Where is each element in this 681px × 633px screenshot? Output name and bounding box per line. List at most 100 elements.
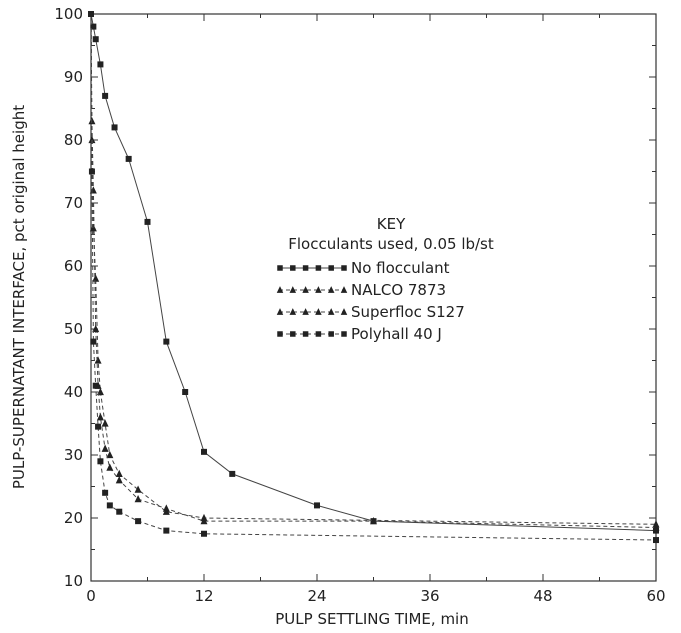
legend-marker — [340, 286, 348, 293]
data-point — [95, 423, 102, 430]
data-point — [201, 448, 207, 455]
x-tick-label: 24 — [307, 587, 326, 605]
y-tick-label: 70 — [64, 194, 83, 212]
y-tick-label: 80 — [64, 131, 83, 149]
legend-marker — [289, 286, 297, 293]
data-point — [182, 389, 189, 395]
data-point — [106, 463, 114, 471]
legend-marker — [328, 265, 334, 271]
y-tick-label: 60 — [64, 257, 83, 275]
legend-marker — [302, 308, 309, 315]
legend-marker — [277, 265, 283, 271]
data-point — [135, 518, 142, 525]
legend-marker — [277, 331, 283, 337]
legend-item-0: No flocculant — [277, 259, 450, 277]
legend-marker — [276, 286, 284, 293]
series-line — [90, 13, 657, 528]
data-point — [115, 469, 123, 478]
y-tick-label: 10 — [64, 572, 83, 590]
data-point — [200, 517, 208, 525]
x-tick-label: 48 — [533, 587, 552, 605]
series-layer — [88, 11, 660, 544]
legend-marker — [290, 265, 296, 271]
data-point — [134, 494, 142, 503]
origin-point — [88, 11, 94, 17]
data-point — [116, 508, 123, 515]
data-point — [652, 523, 660, 531]
data-point — [370, 517, 377, 525]
legend-marker — [315, 265, 322, 271]
y-tick-label: 30 — [64, 446, 83, 464]
data-point — [653, 537, 659, 544]
y-axis-label: PULP-SUPERNATANT INTERFACE, pct original… — [10, 105, 28, 489]
y-tick-label: 50 — [64, 320, 83, 338]
axes: 0 12 24 36 48 60 10 20 30 40 50 60 70 80 90 100 — [54, 5, 665, 605]
series-1 — [88, 13, 660, 528]
data-point — [102, 92, 109, 99]
data-point — [106, 450, 114, 459]
y-tick-label: 20 — [64, 509, 83, 527]
legend-marker — [290, 331, 296, 337]
data-point — [134, 485, 142, 493]
data-point — [89, 224, 97, 232]
data-point — [144, 218, 151, 225]
legend-marker — [276, 308, 284, 315]
data-point — [111, 124, 118, 131]
data-point — [101, 444, 109, 452]
data-point — [90, 338, 97, 345]
legend-marker — [315, 308, 322, 315]
legend-label: Superfloc S127 — [351, 303, 465, 321]
legend-marker — [341, 331, 347, 337]
legend-marker — [289, 308, 297, 315]
x-tick-label: 60 — [646, 587, 665, 605]
legend-label: No flocculant — [351, 259, 450, 277]
data-point — [162, 504, 170, 512]
legend-marker — [315, 286, 322, 293]
data-point — [94, 356, 102, 364]
data-point — [92, 382, 99, 389]
data-point — [88, 135, 96, 144]
data-point — [314, 502, 320, 509]
legend-marker — [302, 331, 309, 337]
data-point — [92, 324, 100, 333]
data-point — [96, 413, 104, 421]
legend-label: NALCO 7873 — [351, 281, 446, 299]
data-point — [201, 530, 207, 537]
data-point — [97, 458, 104, 465]
legend-subtitle: Flocculants used, 0.05 lb/st — [288, 235, 494, 253]
legend-label: Polyhall 40 J — [351, 325, 442, 343]
x-axis-label: PULP SETTLING TIME, min — [275, 610, 468, 628]
data-point — [163, 527, 170, 534]
legend-item-3: Polyhall 40 J — [277, 325, 442, 343]
legend-title: KEY — [377, 215, 406, 233]
series-line — [90, 13, 657, 541]
x-tick-label: 12 — [194, 587, 213, 605]
legend-marker — [327, 286, 335, 293]
legend-marker — [327, 308, 335, 315]
legend-item-1: NALCO 7873 — [276, 281, 446, 299]
data-point — [97, 61, 104, 68]
legend-items: No flocculant NALCO 7873 Superfloc S127 Pol… — [276, 259, 465, 343]
legend-marker — [328, 331, 334, 337]
y-tick-label: 40 — [64, 383, 83, 401]
data-point — [229, 470, 236, 477]
data-point — [92, 36, 99, 43]
y-tick-label: 90 — [64, 68, 83, 86]
data-point — [106, 502, 113, 509]
legend-marker — [302, 265, 309, 271]
x-tick-label: 36 — [420, 587, 439, 605]
legend-marker — [302, 286, 309, 293]
legend-item-2: Superfloc S127 — [276, 303, 465, 321]
legend-marker — [340, 308, 348, 315]
x-tick-label: 0 — [86, 587, 96, 605]
data-point — [92, 274, 100, 282]
data-point — [101, 419, 109, 427]
legend-marker — [341, 265, 347, 271]
data-point — [102, 489, 109, 496]
data-point — [115, 476, 123, 484]
y-tick-label: 100 — [54, 5, 83, 23]
data-point — [90, 23, 97, 30]
series-3 — [88, 13, 659, 544]
data-point — [125, 155, 132, 162]
legend-marker — [315, 331, 322, 337]
